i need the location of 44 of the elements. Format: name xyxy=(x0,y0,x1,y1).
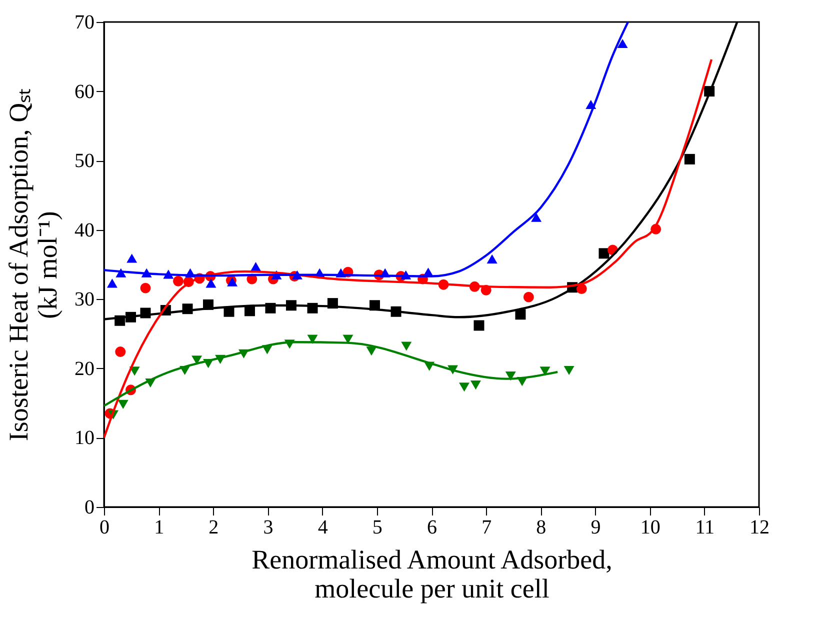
point xyxy=(140,282,151,294)
point xyxy=(115,346,126,358)
x-tick-label: 3 xyxy=(263,516,274,538)
point xyxy=(474,320,484,331)
x-tick-label: 7 xyxy=(482,516,492,538)
x-tick-label: 1 xyxy=(154,516,164,538)
x-tick-label: 11 xyxy=(695,516,715,538)
y-tick-label: 20 xyxy=(74,358,94,380)
line-series xyxy=(104,58,713,439)
point xyxy=(598,248,610,259)
point xyxy=(118,400,128,409)
point xyxy=(523,292,534,302)
x-tick-label: 6 xyxy=(427,516,437,538)
y-tick-label: 0 xyxy=(84,496,94,518)
x-axis-title: Renormalised Amount Adsorbed, molecule per unit cell xyxy=(252,544,612,604)
point xyxy=(172,276,184,286)
point xyxy=(486,254,498,264)
point xyxy=(540,366,550,376)
y-tick-label: 50 xyxy=(74,150,94,172)
x-tick-label: 10 xyxy=(640,516,660,538)
point xyxy=(564,366,574,376)
y-tick-label: 10 xyxy=(74,427,94,450)
point xyxy=(401,342,412,351)
x-tick-label: 8 xyxy=(536,516,546,538)
point xyxy=(531,212,542,222)
point xyxy=(684,154,695,164)
y-axis-title: Isosteric Heat of Adsorption, Qₛₜ (kJ mol⁻¹) xyxy=(4,88,62,442)
point xyxy=(126,254,138,263)
point xyxy=(366,346,377,356)
x-tick-label: 4 xyxy=(318,516,328,538)
x-tick-label: 0 xyxy=(100,516,110,538)
y-tick-label: 40 xyxy=(74,219,94,242)
x-tick-label: 12 xyxy=(750,516,770,538)
y-tick-label: 60 xyxy=(74,80,94,103)
point xyxy=(617,38,628,48)
x-tick-label: 2 xyxy=(208,516,219,538)
point xyxy=(470,380,481,390)
y-tick-label: 70 xyxy=(74,12,94,34)
x-tick-label: 9 xyxy=(590,516,601,538)
x-tick-label: 5 xyxy=(372,516,382,538)
point xyxy=(206,278,216,288)
y-tick-label: 30 xyxy=(74,288,94,311)
point xyxy=(106,278,118,288)
point xyxy=(459,382,470,392)
